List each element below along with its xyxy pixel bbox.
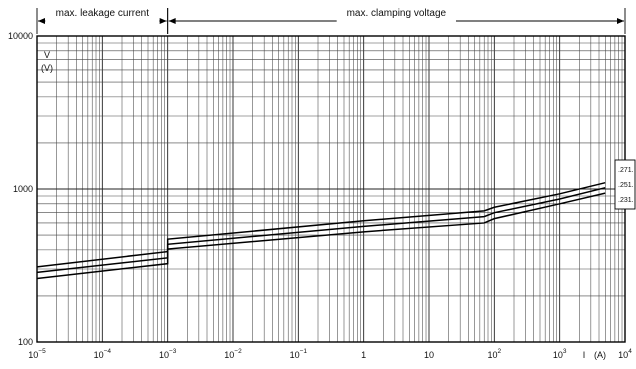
x-tick-label: 104 — [618, 348, 632, 360]
x-tick-label: 10−5 — [28, 348, 46, 360]
x-tick-label: 103 — [553, 348, 567, 360]
legend-entry: .271. — [618, 167, 634, 174]
y-axis-unit: (V) — [41, 63, 53, 73]
axis-labels: V (V) I (A) — [41, 50, 606, 360]
y-tick-label: 100 — [18, 337, 33, 347]
x-tick-label: 102 — [488, 348, 502, 360]
region-headers: max. leakage current max. clamping voltag… — [36, 8, 626, 34]
series-line — [36, 192, 606, 280]
x-tick-label: 10−3 — [159, 348, 177, 360]
y-axis-label: V — [44, 50, 50, 60]
region-arrowhead-left — [168, 18, 176, 24]
region-label: max. leakage current — [56, 8, 150, 19]
x-axis-unit: (A) — [594, 350, 606, 360]
legend: .271. .251. .231. — [614, 159, 636, 210]
x-axis-label: I — [583, 350, 586, 360]
region-label: max. clamping voltage — [347, 8, 447, 19]
series-group — [36, 181, 606, 280]
legend-box — [614, 159, 636, 210]
x-tick-labels: 10−5 10−4 10−3 10−2 10−1 1 10 102 103 104 — [28, 348, 632, 360]
y-tick-label: 10000 — [8, 31, 33, 41]
legend-entry: .251. — [618, 182, 634, 189]
legend-entry: .231. — [618, 197, 634, 204]
x-tick-label: 10−2 — [224, 348, 242, 360]
region-arrowhead-right — [159, 18, 167, 24]
region-arrowhead-right — [617, 18, 624, 24]
x-tick-label: 1 — [361, 350, 366, 360]
region-arrowhead-left — [38, 18, 45, 24]
x-tick-label: 10−4 — [94, 348, 112, 360]
region-label-bg — [45, 13, 160, 27]
y-tick-labels: 100 1000 10000 — [8, 31, 33, 347]
x-tick-label: 10−1 — [290, 348, 308, 360]
y-tick-label: 1000 — [13, 184, 33, 194]
region-label-bg — [336, 13, 456, 27]
grid — [37, 36, 625, 342]
x-tick-label: 10 — [424, 350, 434, 360]
